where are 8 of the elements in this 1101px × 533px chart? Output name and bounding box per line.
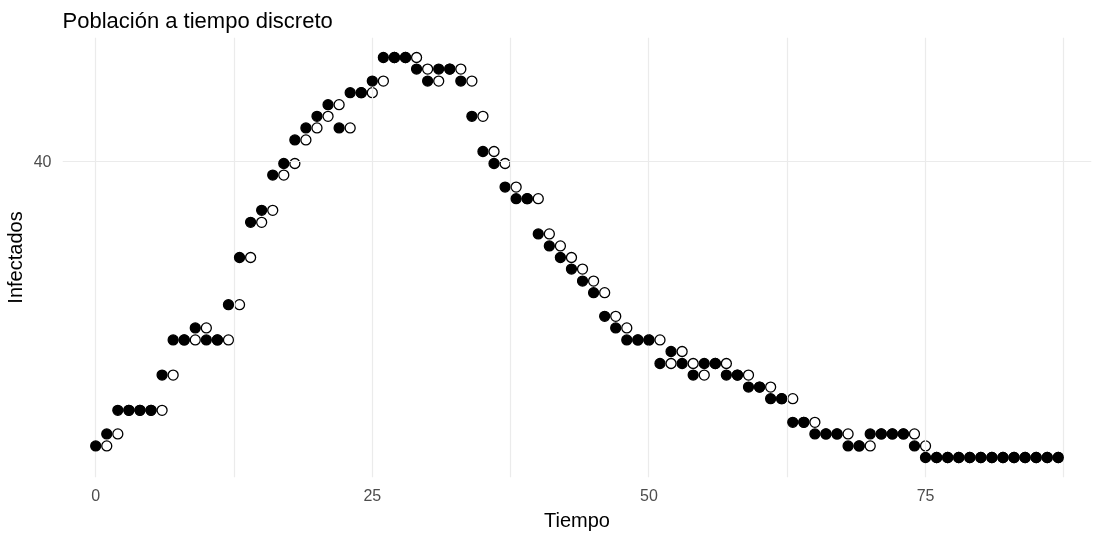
text: 40 bbox=[33, 153, 52, 171]
x-tick-label: 50 bbox=[640, 486, 658, 504]
x-tick-label: 25 bbox=[363, 486, 382, 504]
chart-title: Población a tiempo discreto bbox=[62, 7, 333, 33]
x-axis-title: Tiempo bbox=[544, 508, 610, 531]
y-axis-title: Infectados bbox=[3, 211, 26, 304]
x-tick-label: 0 bbox=[91, 486, 101, 504]
x-tick-label: 75 bbox=[916, 486, 935, 504]
